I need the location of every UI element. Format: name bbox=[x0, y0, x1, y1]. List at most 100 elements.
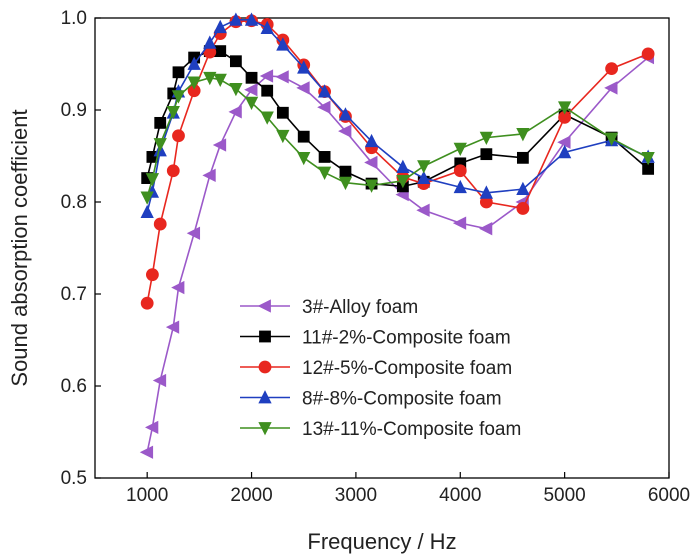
x-axis-title: Frequency / Hz bbox=[307, 529, 456, 554]
data-point bbox=[275, 70, 289, 84]
data-point bbox=[317, 166, 332, 180]
data-point bbox=[166, 105, 180, 120]
series-5 bbox=[140, 71, 655, 205]
data-point bbox=[557, 101, 572, 115]
y-tick-label: 0.8 bbox=[61, 192, 87, 213]
data-point bbox=[396, 159, 410, 173]
data-point bbox=[516, 202, 530, 215]
data-point bbox=[245, 71, 258, 84]
legend-label: 8#-8%-Composite foam bbox=[302, 389, 502, 410]
data-point bbox=[417, 160, 431, 174]
data-point bbox=[297, 151, 311, 166]
legend-marker bbox=[257, 299, 271, 313]
data-point bbox=[396, 174, 410, 189]
legend-marker bbox=[258, 390, 272, 404]
legend-label: 13#-11%-Composite foam bbox=[302, 419, 521, 440]
data-point bbox=[479, 185, 494, 199]
data-point bbox=[261, 84, 274, 97]
data-point bbox=[187, 76, 201, 90]
legend: 3#-Alloy foam 11#-2%-Composite foam 12#-5%… bbox=[240, 297, 521, 440]
data-point bbox=[229, 12, 243, 26]
data-point bbox=[604, 81, 618, 95]
y-tick-label: 1.0 bbox=[61, 8, 87, 29]
legend-item: 8#-8%-Composite foam bbox=[240, 389, 502, 410]
y-tick-label: 0.9 bbox=[61, 100, 87, 121]
data-point bbox=[140, 204, 154, 219]
legend-label: 3#-Alloy foam bbox=[302, 297, 418, 318]
data-point bbox=[212, 138, 227, 152]
data-point bbox=[172, 129, 185, 143]
x-tick-label: 4000 bbox=[439, 485, 481, 506]
y-tick-label: 0.7 bbox=[61, 284, 87, 305]
data-point bbox=[140, 296, 154, 310]
data-point bbox=[641, 151, 655, 166]
data-point bbox=[165, 320, 180, 334]
data-point bbox=[557, 144, 572, 159]
data-point bbox=[276, 37, 290, 51]
legend-label: 11#-2%-Composite foam bbox=[302, 328, 511, 349]
data-point bbox=[339, 165, 352, 178]
data-point bbox=[364, 155, 378, 170]
series-1 bbox=[139, 50, 655, 459]
data-point bbox=[604, 132, 619, 146]
legend-marker bbox=[259, 330, 271, 343]
data-point bbox=[145, 173, 160, 187]
data-point bbox=[145, 420, 159, 435]
x-tick-label: 2000 bbox=[230, 485, 272, 506]
data-point bbox=[172, 66, 185, 79]
data-point bbox=[318, 151, 331, 163]
legend-item: 3#-Alloy foam bbox=[240, 297, 418, 318]
series-layer bbox=[139, 12, 655, 459]
data-point bbox=[140, 191, 154, 205]
data-point bbox=[228, 105, 242, 119]
data-point bbox=[641, 47, 655, 61]
data-point bbox=[153, 138, 167, 152]
data-point bbox=[364, 133, 379, 148]
data-point bbox=[244, 83, 258, 97]
data-point bbox=[244, 12, 259, 26]
x-tick-label: 6000 bbox=[648, 485, 690, 506]
data-point bbox=[152, 373, 167, 388]
data-point bbox=[166, 164, 180, 178]
series-line bbox=[146, 56, 649, 453]
data-point bbox=[605, 62, 618, 75]
data-point bbox=[213, 73, 227, 88]
y-tick-label: 0.5 bbox=[61, 468, 87, 489]
data-point bbox=[259, 69, 274, 83]
series-line bbox=[146, 50, 649, 188]
data-point bbox=[453, 179, 467, 194]
data-point bbox=[516, 151, 529, 164]
legend-item: 11#-2%-Composite foam bbox=[240, 328, 511, 349]
legend-marker bbox=[258, 422, 272, 436]
y-axis-title: Sound absorption coefficient bbox=[7, 109, 32, 386]
data-point bbox=[229, 82, 243, 97]
data-point bbox=[229, 55, 242, 68]
data-point bbox=[416, 203, 430, 217]
data-point bbox=[276, 106, 289, 119]
data-point bbox=[338, 176, 353, 191]
axis-ticks: 1000 2000 3000 4000 5000 6000 0.5 0.6 0.7 0.8 0.9 1… bbox=[61, 8, 691, 506]
data-point bbox=[153, 217, 167, 231]
data-point bbox=[480, 148, 493, 161]
legend-marker bbox=[258, 360, 272, 374]
series-2 bbox=[141, 45, 655, 193]
data-point bbox=[202, 168, 216, 182]
legend-item: 12#-5%-Composite foam bbox=[240, 358, 512, 379]
legend-label: 12#-5%-Composite foam bbox=[302, 358, 512, 379]
x-tick-label: 3000 bbox=[335, 485, 377, 506]
data-point bbox=[214, 45, 227, 58]
data-point bbox=[171, 280, 185, 295]
data-point bbox=[364, 179, 379, 193]
data-point bbox=[187, 56, 201, 70]
data-point bbox=[276, 129, 290, 144]
data-point bbox=[213, 19, 227, 34]
data-point bbox=[338, 124, 352, 138]
data-point bbox=[317, 100, 331, 114]
data-point bbox=[203, 71, 217, 86]
data-point bbox=[145, 268, 159, 282]
data-point bbox=[479, 131, 494, 145]
y-tick-label: 0.6 bbox=[61, 376, 87, 397]
data-point bbox=[317, 84, 332, 98]
plot-frame bbox=[94, 17, 670, 479]
